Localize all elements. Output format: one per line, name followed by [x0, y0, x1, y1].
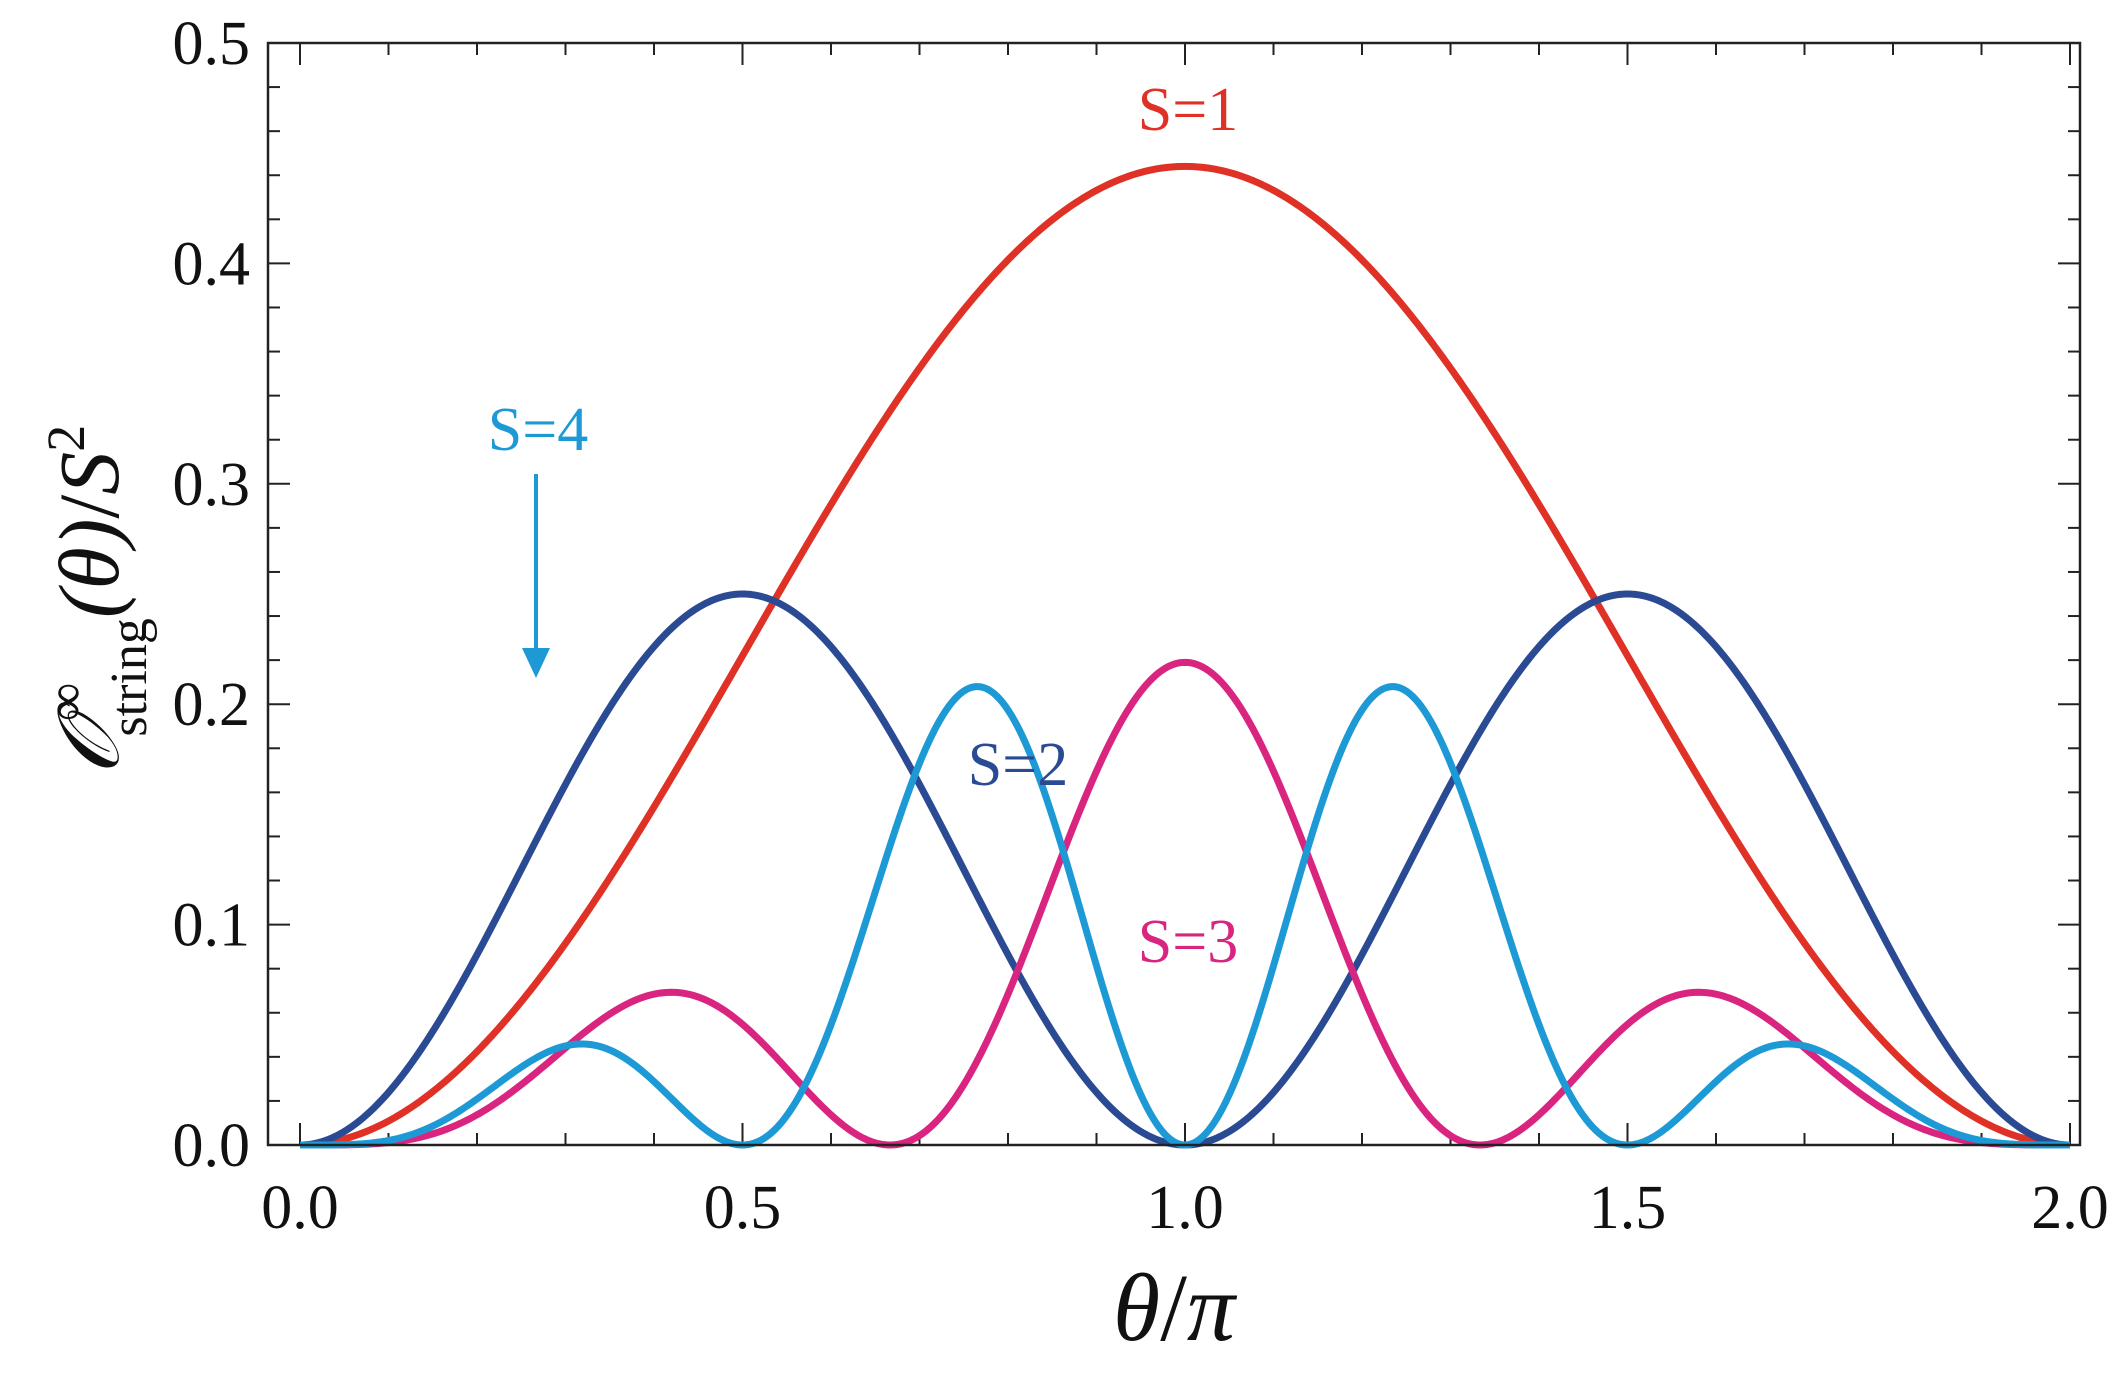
series-label-s1: S=1 [1138, 76, 1238, 144]
y-axis-label-slash: / [41, 495, 137, 519]
series-line-s3 [299, 658, 2071, 1149]
s4-arrow-head [522, 648, 550, 678]
series-label-s2: S=2 [968, 731, 1068, 799]
y-axis-label-argument: (θ) [41, 519, 137, 619]
x-axis-label-slash: / [1160, 1254, 1187, 1361]
y-tick-label: 0.1 [173, 892, 251, 960]
curves-layer [299, 162, 2071, 1149]
y-tick-label: 0.0 [173, 1112, 251, 1180]
series-line-s2 [299, 590, 2071, 1149]
y-tick-label: 0.5 [173, 10, 251, 78]
x-axis-label: θ/π [1113, 1254, 1238, 1361]
ticks-layer [268, 42, 2080, 1146]
x-axis-label-theta: θ [1113, 1254, 1160, 1361]
series-label-s4: S=4 [488, 396, 588, 464]
svg-text:𝒪∞string(θ)/S2: 𝒪∞string(θ)/S2 [36, 425, 158, 776]
x-tick-label: 1.5 [1589, 1174, 1667, 1242]
y-axis-label: 𝒪∞string(θ)/S2 [36, 425, 158, 776]
y-axis-label-subscript: string [101, 618, 158, 736]
x-axis-label-pi: π [1187, 1254, 1238, 1361]
series-label-s3: S=3 [1138, 908, 1238, 976]
x-tick-label: 1.0 [1146, 1174, 1224, 1242]
x-tick-label: 0.0 [261, 1174, 339, 1242]
y-tick-label: 0.2 [173, 671, 251, 739]
plot-frame [266, 41, 2082, 1147]
y-axis-label-power: 2 [36, 425, 96, 452]
y-tick-label: 0.4 [173, 230, 251, 298]
tick-labels-layer: 0.0 0.5 1.0 1.5 2.0 0.0 0.1 0.2 0.3 0.4 0.5 [173, 10, 2109, 1242]
y-axis-label-spin: S [41, 452, 137, 495]
series-line-s1 [299, 162, 2071, 1149]
y-axis-label-superscript: ∞ [36, 683, 96, 722]
x-tick-label: 2.0 [2031, 1174, 2109, 1242]
y-tick-label: 0.3 [173, 451, 251, 519]
x-tick-label: 0.5 [704, 1174, 782, 1242]
